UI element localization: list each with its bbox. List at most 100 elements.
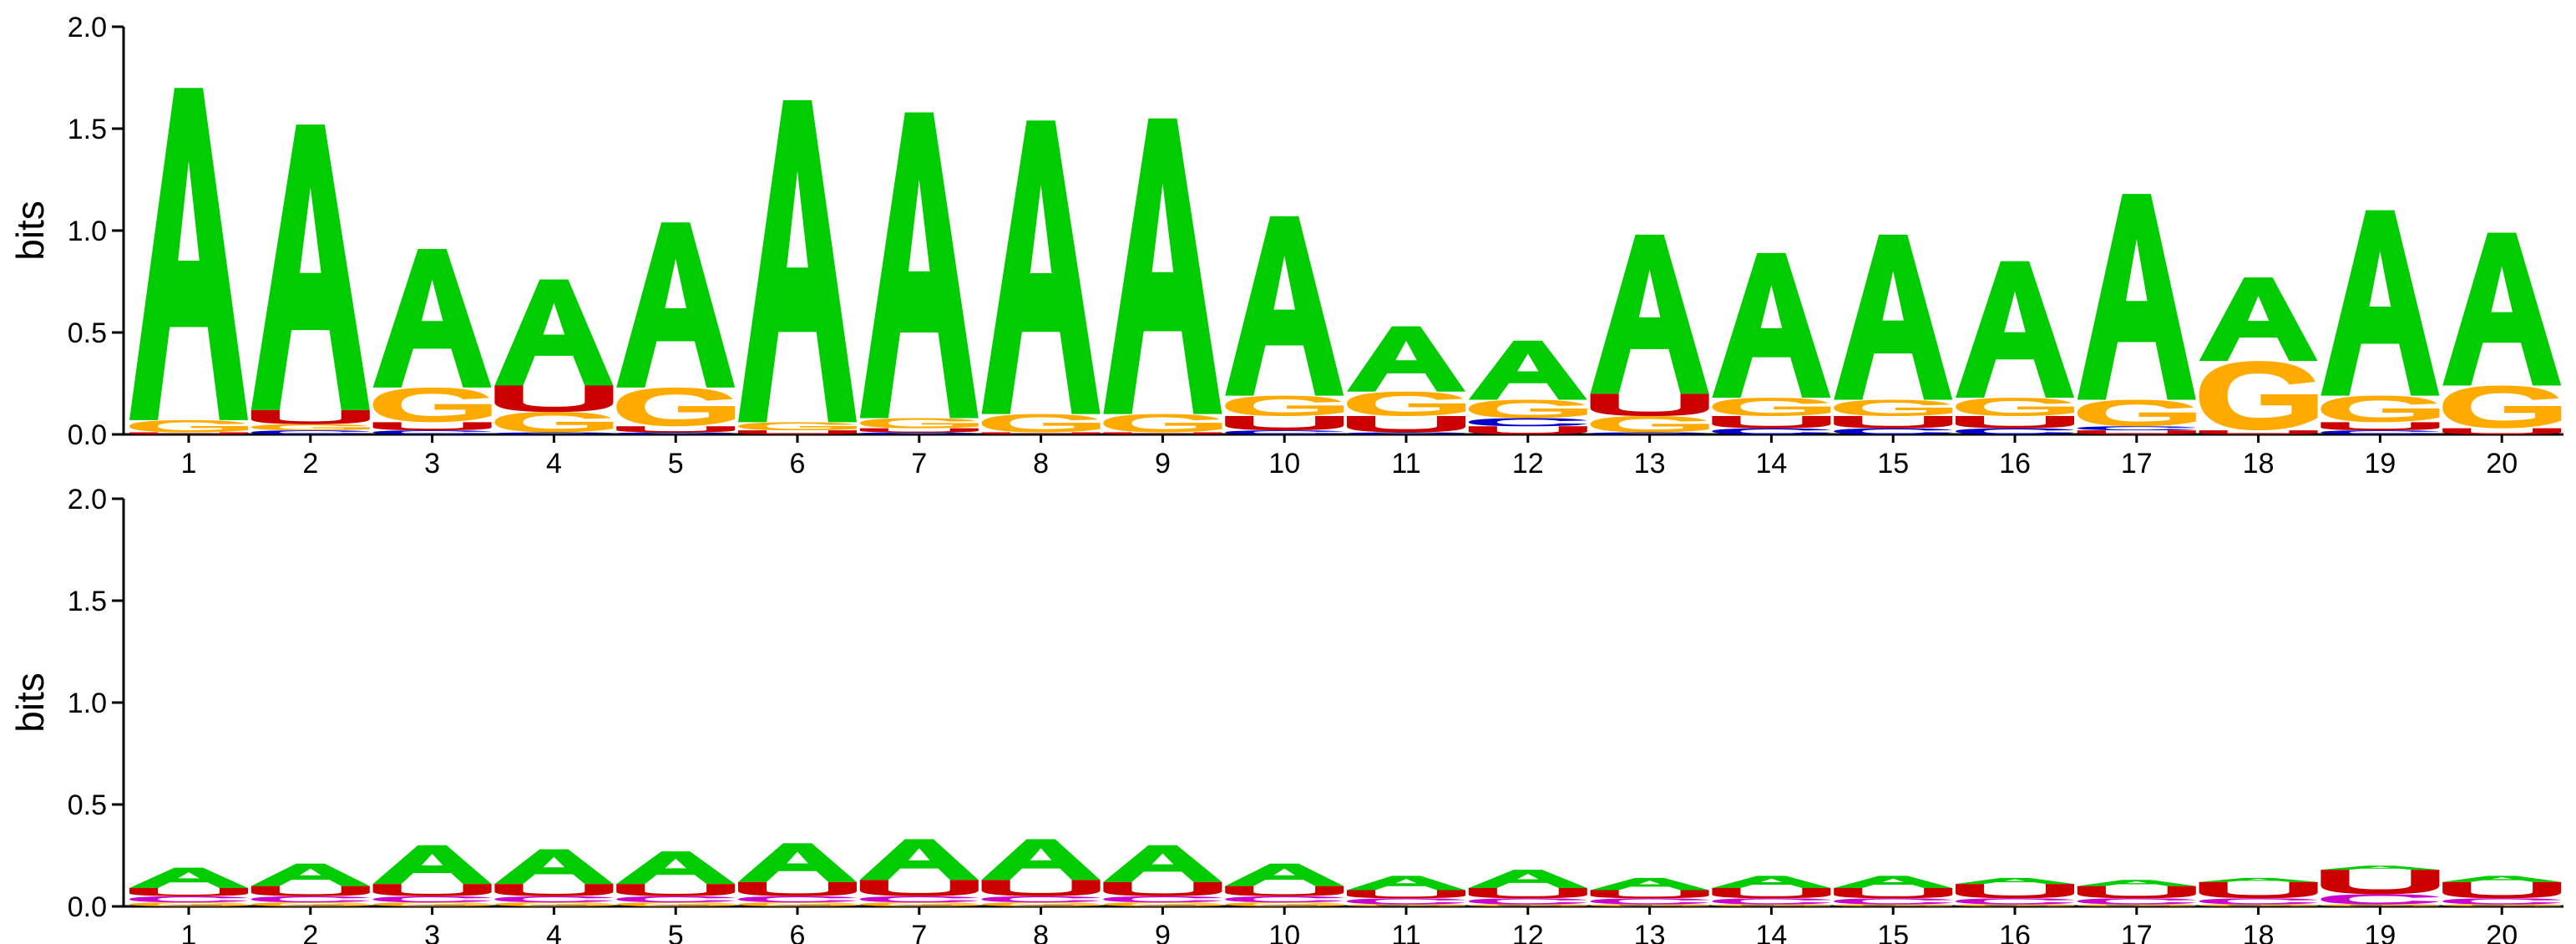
glyph-G-pos-16	[1956, 398, 2074, 417]
glyph-shape	[1468, 399, 1587, 419]
glyph-shape	[859, 896, 979, 903]
glyph-C-pos-19	[2320, 430, 2440, 434]
glyph-A-pos-5	[616, 222, 736, 388]
glyph-shape	[981, 432, 1101, 434]
glyph-A-pos-4	[494, 279, 614, 386]
glyph-shape	[1103, 432, 1222, 434]
glyph-C-pos-10	[1225, 430, 1344, 434]
glyph-shape	[1834, 428, 1953, 434]
x-tick-label: 11	[1391, 448, 1420, 480]
glyph-shape	[2077, 880, 2196, 886]
glyph-shape	[1225, 416, 1344, 431]
glyph-shape	[2077, 886, 2196, 899]
y-tick-label: 0.5	[68, 317, 107, 349]
glyph-shape	[981, 839, 1101, 881]
glyph-shape	[2442, 875, 2562, 882]
glyph-shape	[1347, 391, 1465, 417]
glyph-A-pos-17	[2077, 194, 2196, 400]
glyph-G-pos-8	[981, 414, 1101, 433]
glyph-other-pos-8	[981, 896, 1101, 903]
x-tick-label: 9	[1155, 448, 1171, 480]
x-tick-label: 10	[1268, 920, 1300, 944]
glyph-U-pos-15	[1834, 416, 1953, 429]
glyph-other-pos-18	[2199, 898, 2318, 905]
glyph-U-pos-3	[372, 422, 492, 431]
glyph-shape	[1834, 898, 1953, 905]
glyph-other-pos-6	[738, 896, 857, 903]
glyph-shape	[1103, 845, 1222, 882]
glyph-shape	[2442, 428, 2562, 434]
glyph-G-pos-4	[494, 412, 614, 433]
glyph-A-pos-8	[981, 120, 1101, 414]
glyph-shape	[129, 896, 248, 903]
glyph-shape	[1590, 416, 1709, 433]
y-tick-label: 1.5	[68, 586, 107, 617]
glyph-C-pos-11	[1347, 432, 1465, 434]
glyph-G-pos-17	[2077, 904, 2196, 906]
glyph-U-pos-18	[2199, 430, 2318, 434]
x-tick-label: 2	[302, 920, 318, 944]
glyph-shape	[738, 902, 857, 906]
glyph-shape	[1103, 881, 1222, 896]
glyph-shape	[1834, 904, 1953, 906]
glyph-shape	[1834, 875, 1953, 889]
glyph-shape	[372, 387, 492, 423]
glyph-G-pos-5	[616, 902, 736, 906]
glyph-G-pos-7	[859, 902, 979, 906]
glyph-A-pos-17	[2077, 880, 2196, 886]
glyph-shape	[372, 248, 492, 388]
y-tick-label: 0.0	[68, 891, 107, 923]
glyph-A-pos-13	[1590, 877, 1709, 891]
glyph-shape	[1225, 863, 1344, 886]
glyph-A-pos-6	[738, 99, 857, 423]
glyph-shape	[616, 426, 736, 433]
glyph-shape	[1712, 898, 1831, 905]
glyph-A-pos-1	[129, 867, 248, 889]
glyph-C-pos-2	[251, 430, 370, 434]
glyph-shape	[129, 902, 248, 906]
glyph-G-pos-20	[2442, 904, 2562, 906]
glyph-shape	[1103, 414, 1222, 433]
x-tick-label: 11	[1391, 920, 1420, 944]
glyph-shape	[1347, 890, 1465, 899]
glyph-shape	[1712, 428, 1831, 434]
glyph-shape	[2442, 904, 2562, 906]
x-tick-label: 6	[790, 448, 806, 480]
x-tick-label: 14	[1755, 448, 1787, 480]
glyph-shape	[372, 845, 492, 885]
glyph-G-pos-19	[2320, 395, 2440, 423]
glyph-G-pos-18	[2199, 361, 2318, 431]
glyph-U-pos-12	[1468, 888, 1587, 899]
glyph-G-pos-9	[1103, 902, 1222, 906]
glyph-U-pos-2	[251, 886, 370, 896]
glyph-G-pos-3	[372, 902, 492, 906]
glyph-shape	[2077, 426, 2196, 431]
glyph-shape	[1956, 428, 2074, 434]
glyph-A-pos-7	[859, 112, 979, 419]
glyph-C-pos-4	[494, 432, 614, 434]
glyph-shape	[2077, 399, 2196, 427]
glyph-shape	[1956, 877, 2074, 885]
glyph-G-pos-3	[372, 387, 492, 423]
glyph-G-pos-17	[2077, 399, 2196, 427]
glyph-other-pos-1	[129, 896, 248, 903]
glyph-shape	[2320, 865, 2440, 870]
glyph-shape	[372, 884, 492, 896]
glyph-shape	[2442, 881, 2562, 899]
x-tick-label: 13	[1634, 448, 1666, 480]
glyph-other-pos-9	[1103, 896, 1222, 903]
glyph-G-pos-10	[1225, 902, 1344, 906]
glyph-shape	[2077, 194, 2196, 400]
glyph-shape	[494, 849, 614, 885]
x-tick-label: 4	[546, 920, 562, 944]
glyph-U-pos-6	[738, 430, 857, 434]
glyph-shape	[1956, 898, 2074, 905]
glyph-shape	[859, 880, 979, 896]
glyph-U-pos-16	[1956, 416, 2074, 429]
glyph-shape	[251, 863, 370, 886]
glyph-shape	[2199, 904, 2318, 906]
glyph-U-pos-14	[1712, 416, 1831, 429]
glyph-shape	[2077, 898, 2196, 905]
glyph-shape	[1590, 393, 1709, 417]
glyph-shape	[1468, 418, 1587, 427]
